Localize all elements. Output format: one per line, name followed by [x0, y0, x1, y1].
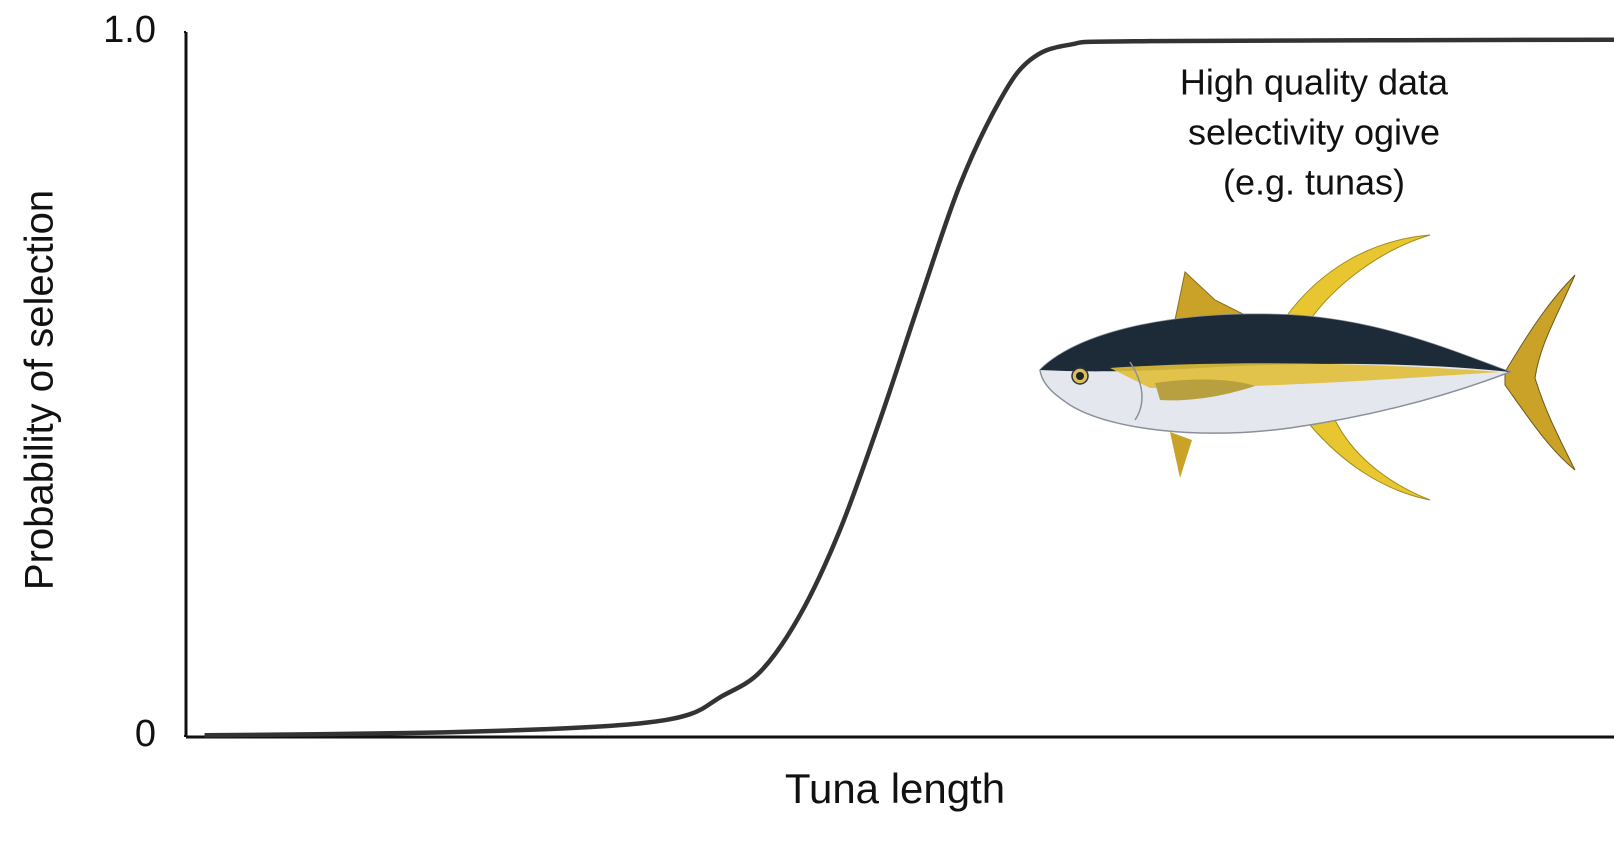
y-axis-label: Probability of selection	[18, 190, 62, 590]
annotation-line: High quality data	[1180, 62, 1449, 103]
annotation: High quality data selectivity ogive (e.g. …	[1180, 62, 1449, 203]
y-tick-label: 0	[135, 713, 156, 755]
annotation-line: (e.g. tunas)	[1223, 162, 1405, 203]
x-axis-label: Tuna length	[785, 765, 1005, 812]
tuna-illustration	[1039, 234, 1576, 501]
selectivity-curve	[204, 37, 1614, 738]
y-tick-label: 1.0	[103, 9, 156, 51]
annotation-line: selectivity ogive	[1188, 112, 1440, 153]
